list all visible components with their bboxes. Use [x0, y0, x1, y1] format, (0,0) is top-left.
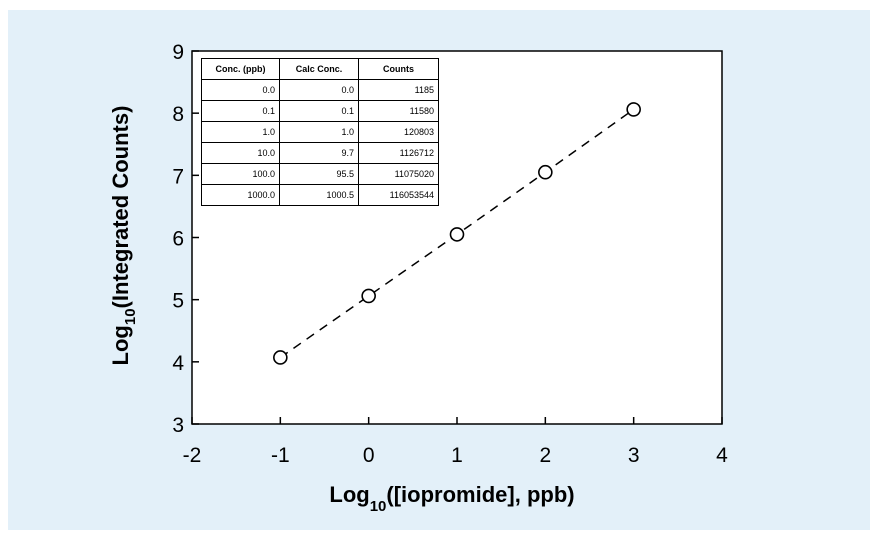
- table-cell: 11580: [358, 100, 439, 122]
- table-row: 1.0 1.0 120803: [201, 121, 439, 143]
- table-cell: 100.0: [201, 163, 280, 185]
- y-tick-label: 8: [172, 103, 184, 126]
- table-header-counts: Counts: [358, 58, 439, 80]
- table-cell: 1.0: [279, 121, 359, 143]
- y-tick-label: 3: [172, 414, 184, 437]
- x-tick-label: 0: [363, 444, 375, 467]
- data-point: [449, 227, 465, 242]
- table-row: 10.0 9.7 1126712: [201, 142, 439, 164]
- x-axis-label-subscript: 10: [370, 498, 387, 515]
- table-cell: 95.5: [279, 163, 359, 185]
- data-point: [626, 102, 641, 117]
- table-cell: 0.0: [201, 79, 280, 101]
- table-row: 1000.0 1000.5 116053544: [201, 184, 439, 206]
- table-cell: 1185: [358, 79, 439, 101]
- x-tick-label: 4: [716, 444, 728, 467]
- table-cell: 11075020: [358, 163, 439, 185]
- table-header-conc: Conc. (ppb): [201, 58, 280, 80]
- data-table: Conc. (ppb) Calc Conc. Counts 0.0 0.0 11…: [201, 58, 439, 206]
- table-header-row: Conc. (ppb) Calc Conc. Counts: [201, 58, 439, 80]
- y-axis-label-subscript: 10: [122, 308, 139, 325]
- x-axis-label-log: Log: [329, 482, 369, 507]
- table-cell: 1000.5: [279, 184, 359, 206]
- table-cell: 0.0: [279, 79, 359, 101]
- table-cell: 120803: [358, 121, 439, 143]
- x-tick-label: -1: [271, 444, 290, 467]
- y-tick-label: 9: [172, 41, 184, 64]
- x-axis-label: Log10([iopromide], ppb): [329, 482, 574, 515]
- table-cell: 1000.0: [201, 184, 280, 206]
- data-point: [273, 350, 288, 365]
- table-header-calc-conc: Calc Conc.: [279, 58, 359, 80]
- data-series: [273, 102, 641, 365]
- y-tick-label: 7: [172, 165, 184, 188]
- x-tick-label: 3: [628, 444, 640, 467]
- data-point: [538, 164, 553, 180]
- data-point: [361, 288, 376, 304]
- y-tick-label: 5: [172, 290, 184, 313]
- table-cell: 9.7: [279, 142, 359, 164]
- x-tick-label: 2: [539, 444, 551, 467]
- table-cell: 116053544: [358, 184, 439, 206]
- table-cell: 0.1: [279, 100, 359, 122]
- table-row: 100.0 95.5 11075020: [201, 163, 439, 185]
- y-tick-label: 4: [172, 352, 184, 375]
- y-axis-label: Log10(Integrated Counts): [108, 106, 139, 366]
- table-cell: 10.0: [201, 142, 280, 164]
- y-axis-label-log: Log: [108, 325, 133, 365]
- table-cell: 0.1: [201, 100, 280, 122]
- table-cell: 1.0: [201, 121, 280, 143]
- x-axis-label-rest: ([iopromide], ppb): [386, 482, 574, 507]
- y-tick-label: 6: [172, 228, 184, 251]
- table-row: 0.0 0.0 1185: [201, 79, 439, 101]
- table-row: 0.1 0.1 11580: [201, 100, 439, 122]
- x-tick-label: -2: [183, 444, 202, 467]
- axis-ticks: -2 -1 0 1 2 3 4 3 4 5 6 7 8 9: [172, 41, 728, 467]
- y-axis-label-rest: (Integrated Counts): [108, 106, 133, 309]
- x-tick-label: 1: [451, 444, 463, 467]
- table-cell: 1126712: [358, 142, 439, 164]
